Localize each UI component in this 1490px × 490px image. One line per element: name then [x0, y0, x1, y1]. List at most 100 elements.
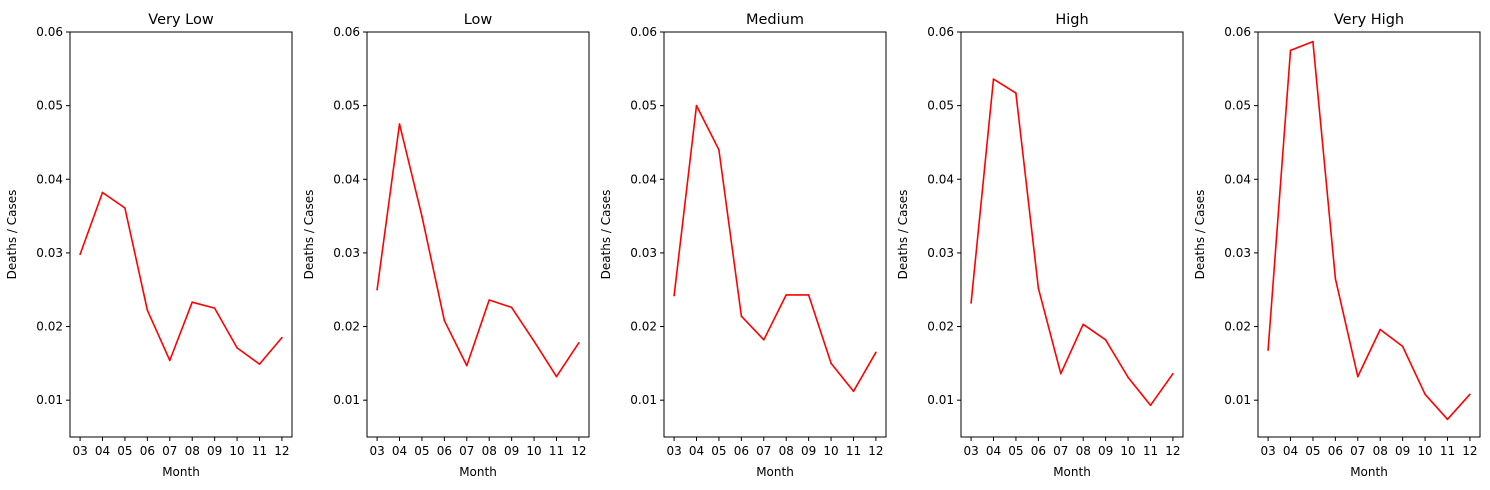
data-point — [1082, 323, 1085, 326]
data-point — [1289, 49, 1292, 52]
y-tick-label: 0.04 — [630, 172, 657, 186]
data-point — [1356, 375, 1359, 378]
plot-frame — [663, 31, 887, 438]
data-point — [510, 306, 513, 309]
x-tick-label: 06 — [437, 444, 452, 458]
plot-frame — [1257, 31, 1481, 438]
x-tick-label: 11 — [1440, 444, 1455, 458]
y-tick-label: 0.06 — [333, 25, 360, 39]
data-point — [673, 294, 675, 297]
series-line — [376, 123, 580, 378]
x-tick-label: 09 — [207, 444, 222, 458]
data-point — [1446, 418, 1449, 421]
chart-title: Medium — [746, 12, 804, 28]
x-tick-label: 07 — [162, 444, 177, 458]
plot-frame — [366, 31, 590, 438]
x-tick-label: 09 — [1098, 444, 1113, 458]
x-tick-label: 03 — [1260, 444, 1275, 458]
x-tick-label: 06 — [734, 444, 749, 458]
y-tick-label: 0.03 — [630, 246, 657, 260]
x-tick-label: 12 — [571, 444, 586, 458]
data-point — [992, 78, 995, 80]
series-line — [1267, 40, 1471, 421]
y-tick-label: 0.04 — [36, 172, 63, 186]
y-tick-label: 0.06 — [1224, 25, 1251, 39]
x-tick-label: 11 — [549, 444, 564, 458]
data-point — [1401, 345, 1404, 348]
x-tick-label: 05 — [1305, 444, 1320, 458]
data-point — [236, 347, 238, 349]
data-point — [191, 301, 194, 304]
data-point — [213, 307, 216, 309]
data-point — [830, 362, 832, 365]
x-tick-label: 12 — [868, 444, 883, 458]
x-tick-label: 12 — [1462, 444, 1477, 458]
data-point — [443, 319, 446, 322]
x-tick-label: 11 — [252, 444, 267, 458]
data-point — [1334, 277, 1337, 280]
data-point — [1127, 376, 1129, 379]
x-axis-label: Month — [162, 465, 200, 479]
x-tick-label: 06 — [140, 444, 155, 458]
y-tick-label: 0.01 — [630, 393, 657, 407]
y-tick-label: 0.04 — [1224, 172, 1251, 186]
chart-panel-3: High 0.01 0.02 0.03 0.04 0.05 0.06 03 04 05 06 07 08… — [896, 12, 1184, 479]
data-point — [578, 341, 580, 344]
x-tick-label: 05 — [117, 444, 132, 458]
x-tick-label: 09 — [1395, 444, 1410, 458]
data-point — [1059, 372, 1062, 375]
x-tick-label: 08 — [482, 444, 497, 458]
series-line — [673, 104, 877, 393]
x-tick-label: 07 — [459, 444, 474, 458]
data-point — [488, 299, 491, 301]
data-point — [718, 149, 720, 151]
x-tick-label: 03 — [72, 444, 87, 458]
x-tick-label: 07 — [1350, 444, 1365, 458]
x-tick-label: 11 — [1143, 444, 1158, 458]
x-tick-label: 10 — [526, 444, 541, 458]
y-tick-label: 0.06 — [630, 25, 657, 39]
y-tick-label: 0.06 — [927, 25, 954, 39]
x-axis-label: Month — [1053, 465, 1091, 479]
y-tick-label: 0.02 — [333, 320, 360, 334]
data-point — [785, 294, 788, 296]
y-tick-label: 0.03 — [36, 246, 63, 260]
y-tick-label: 0.01 — [36, 393, 63, 407]
x-tick-label: 05 — [1008, 444, 1023, 458]
chart-panel-4: Very High 0.01 0.02 0.03 0.04 0.05 0.06 03 04 05 0… — [1193, 12, 1481, 479]
chart-title: Very High — [1334, 12, 1404, 28]
data-point — [1379, 328, 1382, 331]
data-point — [1149, 404, 1152, 407]
data-point — [1469, 393, 1471, 396]
y-tick-label: 0.03 — [927, 246, 954, 260]
data-point — [1104, 339, 1107, 341]
x-tick-label: 10 — [823, 444, 838, 458]
chart-title: Low — [464, 12, 493, 28]
data-point — [281, 336, 283, 339]
data-point — [762, 339, 765, 341]
chart-panel-0: Very Low 0.01 0.02 0.03 0.04 0.05 0.06 03 04 05 06… — [5, 12, 293, 479]
x-tick-label: 10 — [229, 444, 244, 458]
data-point — [1172, 372, 1174, 375]
data-point — [1267, 349, 1269, 351]
x-tick-label: 08 — [779, 444, 794, 458]
y-tick-label: 0.03 — [1224, 246, 1251, 260]
x-tick-label: 10 — [1120, 444, 1135, 458]
x-tick-label: 04 — [1283, 444, 1298, 458]
data-point — [79, 253, 81, 256]
y-axis-label: Deaths / Cases — [302, 190, 316, 280]
data-point — [875, 351, 877, 354]
x-tick-label: 12 — [274, 444, 289, 458]
x-tick-label: 05 — [711, 444, 726, 458]
data-point — [398, 123, 401, 125]
y-tick-label: 0.06 — [36, 25, 63, 39]
y-tick-label: 0.04 — [333, 172, 360, 186]
y-axis-label: Deaths / Cases — [5, 190, 19, 280]
x-tick-label: 03 — [369, 444, 384, 458]
y-tick-label: 0.02 — [630, 320, 657, 334]
x-tick-label: 09 — [504, 444, 519, 458]
x-tick-label: 04 — [986, 444, 1001, 458]
data-point — [1312, 40, 1314, 43]
data-point — [695, 104, 698, 107]
